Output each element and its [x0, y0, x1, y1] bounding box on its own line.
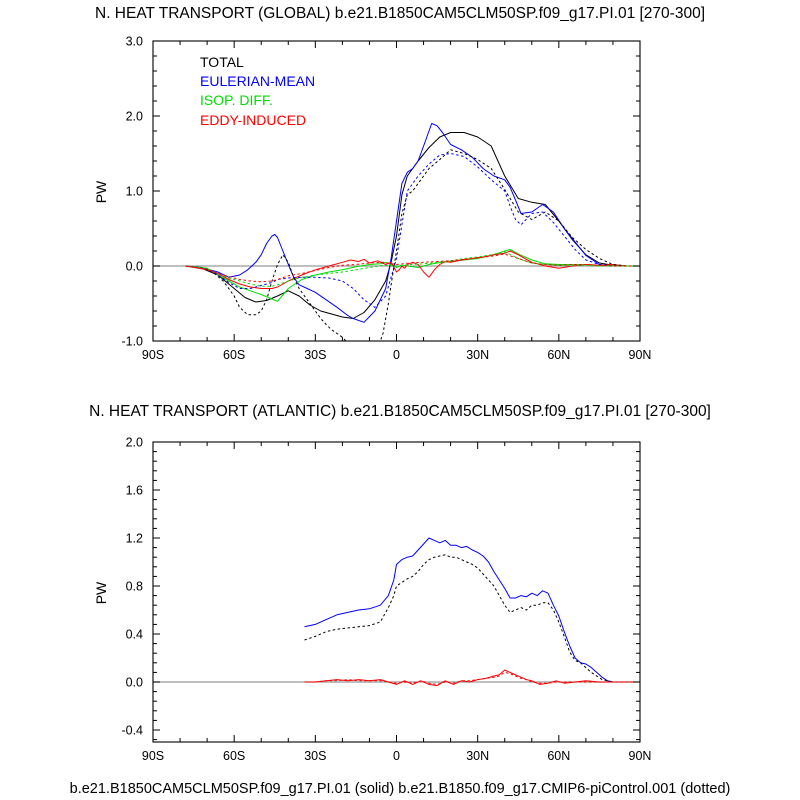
- x-tick-label: 90N: [629, 348, 652, 362]
- series-line-eddy-induced: [304, 669, 640, 687]
- y-tick-label: 0.0: [126, 260, 143, 274]
- y-tick-label: 0.8: [126, 580, 143, 594]
- y-tick-label: 2.0: [126, 436, 143, 450]
- global-title: N. HEAT TRANSPORT (GLOBAL) b.e21.B1850CA…: [95, 5, 705, 22]
- series-line-eulerian-mean-control: [304, 554, 640, 683]
- y-tick-label: 0.0: [126, 676, 143, 690]
- plot-frame: [152, 441, 641, 743]
- footer-caption: b.e21.B1850CAM5CLM50SP.f09_g17.PI.01 (so…: [70, 781, 731, 797]
- series-line-eddy-induced-control: [185, 253, 640, 283]
- x-tick-label: 30N: [466, 749, 489, 763]
- x-tick-label: 90S: [142, 749, 164, 763]
- legend-eddy-induced: EDDY-INDUCED: [200, 112, 306, 128]
- legend-total: TOTAL: [200, 54, 244, 70]
- y-tick-label: 0.4: [126, 628, 143, 642]
- y-tick-label: 3.0: [126, 35, 143, 49]
- series-line-eddy-induced: [185, 250, 640, 289]
- legend: TOTAL EULERIAN-MEAN ISOP. DIFF. EDDY-IND…: [200, 54, 315, 128]
- series-line-total: [185, 132, 640, 319]
- global-chart: 90S 60S 30S 0 30N 60N 90N -1.0 0.0 1.0 2.0 3.0: [121, 35, 651, 363]
- y-tick-label: 1.0: [126, 185, 143, 199]
- x-tick-label: 60S: [223, 749, 245, 763]
- series-line-eddy-induced-control: [304, 671, 640, 685]
- atlantic-chart: 90S 60S 30S 0 30N 60N 90N -0.4 0.0 0.4 0.8 1.2 1.6 2.…: [121, 436, 651, 764]
- series-line-isop-diff-control: [185, 251, 640, 287]
- x-tick-label: 0: [393, 749, 400, 763]
- global-y-axis-label: PW: [93, 180, 109, 203]
- x-tick-label: 60S: [223, 348, 245, 362]
- series-line-eulerian-mean: [185, 123, 640, 323]
- x-tick-label: 30S: [304, 348, 326, 362]
- series-line-eulerian-mean: [304, 537, 640, 683]
- x-tick-label: 60N: [547, 749, 570, 763]
- series-line-isop-diff: [185, 249, 640, 302]
- y-tick-label: 1.6: [126, 484, 143, 498]
- atlantic-y-axis-label: PW: [93, 581, 109, 604]
- y-tick-label: -0.4: [121, 724, 143, 738]
- x-tick-label: 60N: [547, 348, 570, 362]
- legend-isop-diff: ISOP. DIFF.: [200, 92, 273, 108]
- x-tick-label: 90N: [629, 749, 652, 763]
- y-tick-label: 2.0: [126, 110, 143, 124]
- atlantic-title: N. HEAT TRANSPORT (ATLANTIC) b.e21.B1850…: [89, 403, 711, 420]
- x-tick-label: 30S: [304, 749, 326, 763]
- x-tick-label: 0: [393, 348, 400, 362]
- legend-eulerian-mean: EULERIAN-MEAN: [200, 73, 315, 89]
- x-tick-label: 90S: [142, 348, 164, 362]
- series-line-eulerian-mean-control: [185, 153, 640, 308]
- y-tick-label: -1.0: [121, 335, 143, 349]
- x-tick-label: 30N: [466, 348, 489, 362]
- series-line-total-control: [185, 149, 640, 341]
- y-tick-label: 1.2: [126, 532, 143, 546]
